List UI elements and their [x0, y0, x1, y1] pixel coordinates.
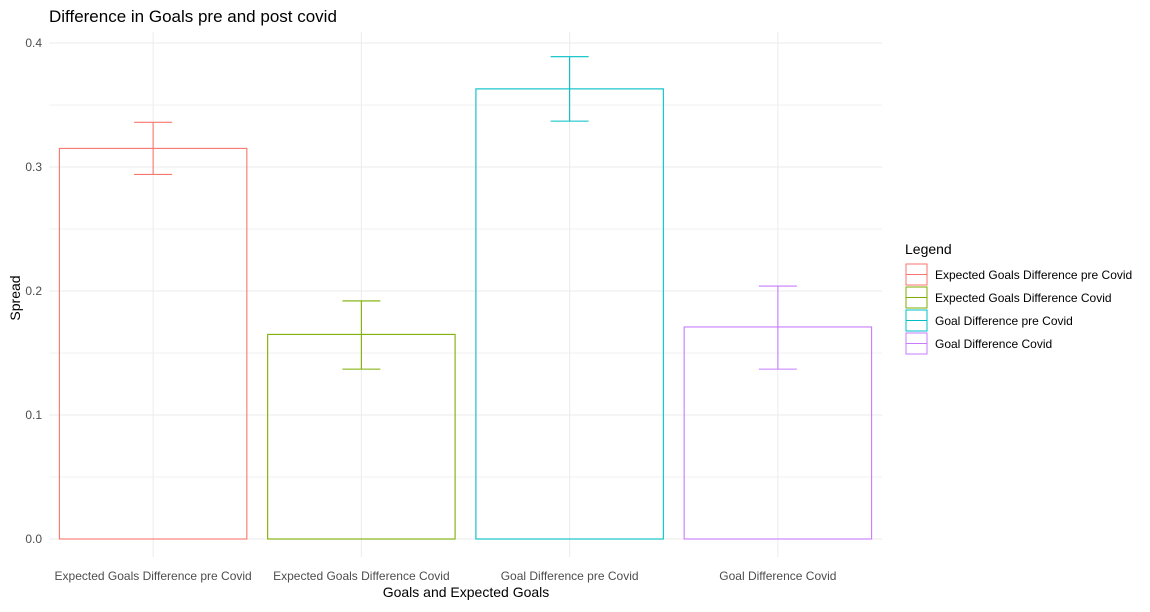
grid-lines [49, 32, 882, 557]
x-tick-label: Goal Difference Covid [719, 569, 836, 583]
y-axis-label: Spread [7, 275, 23, 320]
legend: Legend Expected Goals Difference pre Cov… [905, 241, 1132, 355]
x-tick-label: Expected Goals Difference Covid [273, 569, 450, 583]
error-bar [342, 300, 381, 370]
legend-label: Expected Goals Difference Covid [935, 291, 1112, 305]
chart-title: Difference in Goals pre and post covid [49, 7, 337, 26]
y-tick-label: 0.1 [25, 408, 42, 422]
bars [58, 56, 873, 540]
legend-entry: Goal Difference Covid [905, 332, 1052, 355]
legend-label: Goal Difference Covid [935, 337, 1052, 351]
error-bar [134, 121, 173, 175]
legend-label: Goal Difference pre Covid [935, 314, 1073, 328]
legend-entry: Expected Goals Difference pre Covid [905, 263, 1132, 286]
legend-entry: Goal Difference pre Covid [905, 309, 1073, 332]
legend-title: Legend [905, 241, 952, 257]
x-tick-label: Goal Difference pre Covid [501, 569, 639, 583]
y-tick-label: 0.3 [25, 160, 42, 174]
legend-entry: Expected Goals Difference Covid [905, 286, 1112, 309]
y-tick-label: 0.2 [25, 284, 42, 298]
x-tick-label: Expected Goals Difference pre Covid [55, 569, 252, 583]
y-tick-label: 0.0 [25, 532, 42, 546]
error-bar [758, 285, 797, 370]
x-axis-ticks: Expected Goals Difference pre Covid Expec… [55, 569, 837, 583]
y-axis-ticks: 0.0 0.1 0.2 0.3 0.4 [25, 36, 42, 546]
y-tick-label: 0.4 [25, 36, 42, 50]
error-bar [550, 56, 589, 122]
x-axis-label: Goals and Expected Goals [383, 584, 550, 600]
legend-label: Expected Goals Difference pre Covid [935, 268, 1132, 282]
